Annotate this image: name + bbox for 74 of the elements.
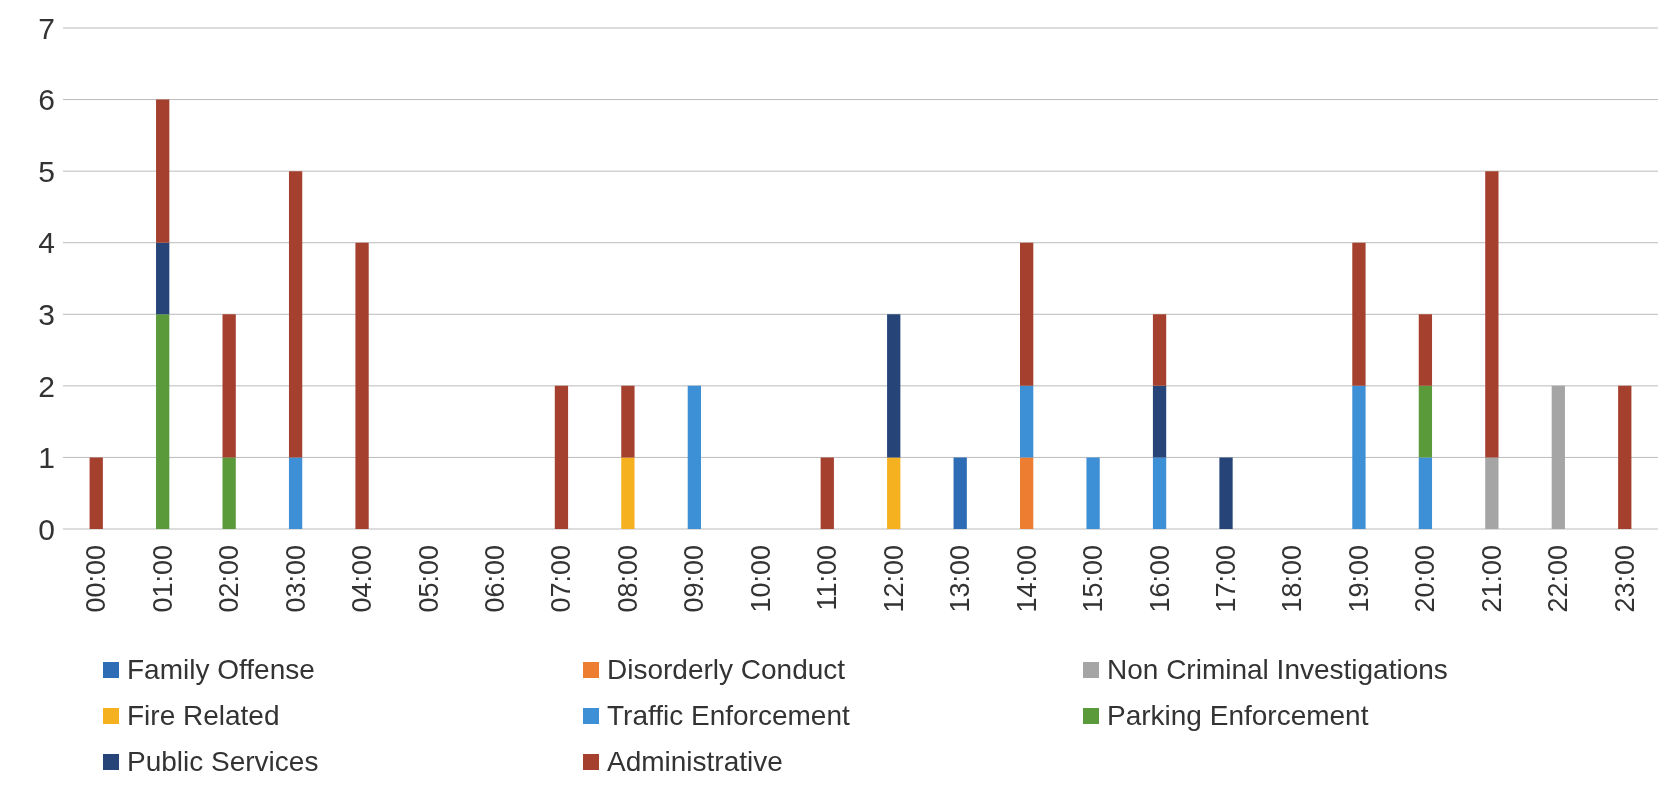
bar	[222, 314, 236, 458]
bar	[1551, 385, 1565, 529]
bar	[1618, 385, 1632, 529]
legend-label: Parking Enforcement	[1107, 700, 1369, 732]
y-tick-label: 6	[38, 83, 55, 117]
bar	[156, 99, 170, 243]
y-tick-label: 0	[38, 512, 55, 546]
legend-label: Traffic Enforcement	[607, 700, 850, 732]
x-tick-label: 05:00	[413, 545, 444, 613]
x-tick-label: 12:00	[878, 545, 909, 613]
bar	[554, 385, 569, 529]
x-tick-label: 18:00	[1277, 545, 1308, 613]
x-tick-label: 06:00	[479, 545, 510, 613]
y-tick-label: 7	[38, 11, 55, 45]
bar	[1152, 385, 1167, 458]
bar	[355, 242, 369, 529]
bar	[1152, 457, 1167, 529]
x-tick-label: 13:00	[945, 545, 976, 613]
x-tick-label: 07:00	[546, 545, 577, 613]
bar	[621, 385, 635, 458]
x-tick-label: 03:00	[280, 545, 311, 613]
x-tick-label: 04:00	[347, 545, 378, 613]
x-tick-label: 14:00	[1011, 545, 1042, 613]
bar	[1152, 314, 1167, 386]
legend-label: Family Offense	[127, 654, 315, 686]
bar	[222, 457, 236, 529]
bar	[621, 457, 635, 529]
bar	[887, 457, 901, 529]
y-tick-label: 2	[38, 369, 55, 403]
bar	[1418, 457, 1433, 529]
legend-label: Fire Related	[127, 700, 280, 732]
bar	[1418, 385, 1433, 458]
x-tick-label: 02:00	[214, 545, 245, 613]
bar	[156, 242, 170, 315]
x-tick-label: 08:00	[612, 545, 643, 613]
bar	[1020, 385, 1034, 458]
x-tick-label: 09:00	[679, 545, 710, 613]
bar	[1020, 242, 1034, 386]
x-tick-label: 17:00	[1211, 545, 1242, 613]
x-tick-label: 10:00	[745, 545, 776, 613]
bar	[1418, 314, 1433, 386]
x-tick-label: 20:00	[1410, 545, 1441, 613]
y-tick-label: 4	[38, 226, 55, 260]
bar	[1485, 171, 1499, 458]
bar	[1020, 457, 1034, 529]
bar	[156, 314, 170, 529]
bar	[687, 385, 701, 529]
x-tick-label: 22:00	[1543, 545, 1574, 613]
y-tick-label: 3	[38, 297, 55, 331]
x-tick-label: 00:00	[81, 545, 112, 613]
legend-label: Non Criminal Investigations	[1107, 654, 1448, 686]
x-tick-label: 23:00	[1609, 545, 1640, 613]
bar	[1219, 457, 1233, 529]
legend-label: Public Services	[127, 746, 319, 778]
bar	[89, 457, 103, 529]
bar	[1352, 242, 1366, 386]
x-tick-label: 21:00	[1476, 545, 1507, 613]
x-tick-label: 01:00	[147, 545, 178, 613]
y-tick-label: 1	[38, 441, 55, 475]
y-tick-label: 5	[38, 154, 55, 188]
legend-label: Administrative	[607, 746, 783, 778]
bar	[887, 314, 901, 458]
bar	[288, 171, 303, 458]
bar	[1086, 457, 1100, 529]
bar	[820, 457, 834, 529]
legend-label: Disorderly Conduct	[607, 654, 846, 686]
bar	[953, 457, 967, 529]
x-tick-label: 15:00	[1078, 545, 1109, 613]
bar	[288, 457, 303, 529]
bar	[1352, 385, 1366, 529]
x-tick-label: 19:00	[1343, 545, 1374, 613]
x-tick-label: 16:00	[1144, 545, 1175, 613]
bar	[1485, 457, 1499, 529]
x-tick-label: 11:00	[812, 545, 843, 611]
